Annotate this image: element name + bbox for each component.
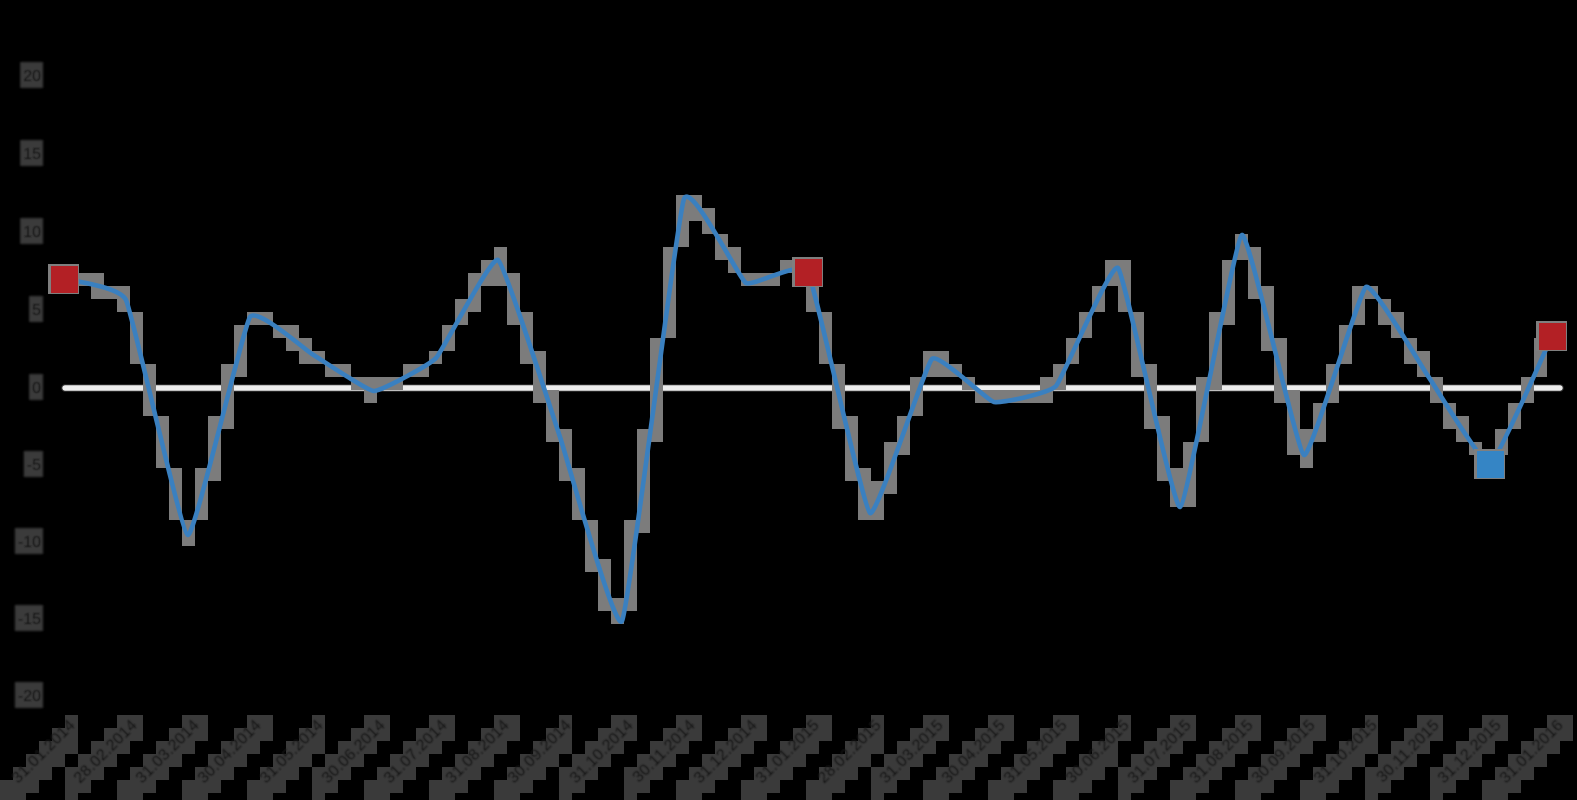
svg-text:-20: -20 [18,688,41,705]
svg-text:5: 5 [32,302,41,319]
svg-text:-10: -10 [18,534,41,551]
svg-text:0: 0 [32,380,41,397]
svg-text:15: 15 [23,146,41,163]
svg-text:10: 10 [23,224,41,241]
svg-text:20: 20 [23,68,41,85]
svg-text:-15: -15 [18,611,41,628]
svg-text:-5: -5 [27,457,41,474]
